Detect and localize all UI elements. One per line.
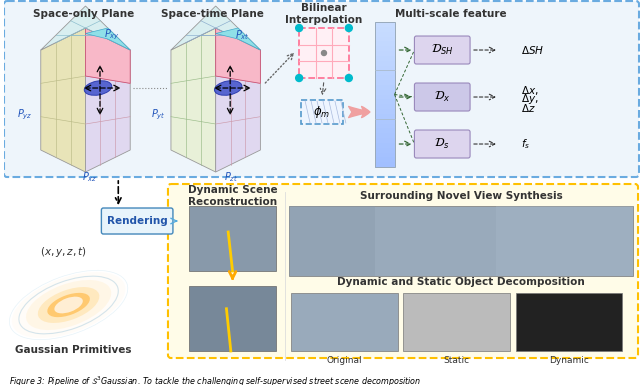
- Ellipse shape: [38, 287, 99, 323]
- Text: $\mathcal{D}_s$: $\mathcal{D}_s$: [435, 137, 450, 151]
- Bar: [374, 128, 394, 134]
- Text: Dynamic and Static Object Decomposition: Dynamic and Static Object Decomposition: [337, 277, 585, 287]
- Text: $P_{xt}$: $P_{xt}$: [235, 28, 250, 42]
- Text: $P_{xy}$: $P_{xy}$: [104, 27, 120, 42]
- Text: $\Delta y,$: $\Delta y,$: [521, 92, 538, 106]
- Ellipse shape: [47, 293, 90, 317]
- FancyBboxPatch shape: [415, 83, 470, 111]
- Bar: [374, 37, 394, 42]
- Polygon shape: [216, 28, 260, 172]
- Bar: [374, 94, 394, 100]
- Bar: [374, 46, 394, 52]
- Bar: [374, 157, 394, 163]
- Text: $\Delta z$: $\Delta z$: [521, 102, 536, 114]
- Text: $(x, y, z, t)$: $(x, y, z, t)$: [40, 245, 87, 259]
- Text: $\Delta x,$: $\Delta x,$: [521, 84, 538, 97]
- Bar: [374, 51, 394, 56]
- Circle shape: [346, 25, 352, 32]
- Circle shape: [296, 75, 303, 82]
- Text: $f_s$: $f_s$: [521, 137, 530, 151]
- Text: Space-only Plane: Space-only Plane: [33, 9, 134, 19]
- Bar: [374, 27, 394, 32]
- Text: Dynamic: Dynamic: [549, 355, 589, 365]
- Bar: [403, 293, 510, 351]
- Ellipse shape: [214, 81, 242, 95]
- Bar: [374, 119, 394, 124]
- Text: Space-time Plane: Space-time Plane: [161, 9, 264, 19]
- Bar: [374, 148, 394, 153]
- Text: $P_{yz}$: $P_{yz}$: [17, 108, 33, 122]
- Bar: [374, 22, 394, 167]
- Bar: [374, 124, 394, 129]
- Ellipse shape: [54, 297, 83, 313]
- Bar: [299, 28, 349, 78]
- Text: Multi-scale feature: Multi-scale feature: [396, 9, 507, 19]
- FancyBboxPatch shape: [101, 208, 173, 234]
- Bar: [374, 114, 394, 119]
- Bar: [289, 206, 633, 276]
- Bar: [374, 56, 394, 61]
- Bar: [374, 104, 394, 109]
- Bar: [374, 70, 394, 76]
- Circle shape: [296, 25, 303, 32]
- Bar: [516, 293, 622, 351]
- Ellipse shape: [12, 272, 125, 338]
- Text: Rendering: Rendering: [107, 216, 168, 226]
- Bar: [301, 100, 343, 124]
- Text: Figure 3: Pipeline of $\mathcal{S}^3$Gaussian. To tackle the challenging self-su: Figure 3: Pipeline of $\mathcal{S}^3$Gau…: [9, 375, 421, 385]
- Bar: [374, 152, 394, 158]
- Text: Bilinear
Interpolation: Bilinear Interpolation: [285, 3, 363, 25]
- Bar: [374, 61, 394, 66]
- Bar: [374, 109, 394, 114]
- Bar: [374, 143, 394, 148]
- Text: $\phi_m$: $\phi_m$: [314, 104, 331, 120]
- Polygon shape: [216, 28, 260, 83]
- Text: Gaussian Primitives: Gaussian Primitives: [15, 345, 132, 355]
- Polygon shape: [86, 28, 130, 172]
- Polygon shape: [216, 28, 260, 50]
- Text: Static: Static: [444, 355, 470, 365]
- Polygon shape: [86, 28, 130, 50]
- Circle shape: [321, 50, 326, 55]
- Text: $\Delta SH$: $\Delta SH$: [521, 44, 544, 56]
- Bar: [291, 293, 397, 351]
- Bar: [374, 133, 394, 139]
- Text: Dynamic Scene
Reconstruction: Dynamic Scene Reconstruction: [188, 185, 277, 207]
- Text: Original: Original: [326, 355, 362, 365]
- Bar: [374, 22, 394, 27]
- Bar: [374, 80, 394, 85]
- Text: $\mathcal{D}_{SH}$: $\mathcal{D}_{SH}$: [431, 43, 454, 57]
- Text: $\mathcal{D}_x$: $\mathcal{D}_x$: [434, 90, 451, 104]
- Bar: [189, 286, 276, 351]
- Text: $P_{xz}$: $P_{xz}$: [82, 170, 98, 184]
- Circle shape: [346, 75, 352, 82]
- Bar: [189, 206, 276, 271]
- Bar: [374, 162, 394, 167]
- Bar: [289, 206, 374, 276]
- FancyBboxPatch shape: [415, 130, 470, 158]
- Text: Surrounding Novel View Synthesis: Surrounding Novel View Synthesis: [360, 191, 563, 201]
- Bar: [374, 41, 394, 47]
- Polygon shape: [41, 28, 86, 172]
- Polygon shape: [41, 6, 130, 50]
- Bar: [495, 206, 633, 276]
- Ellipse shape: [84, 81, 112, 95]
- Bar: [374, 90, 394, 95]
- FancyBboxPatch shape: [168, 184, 638, 358]
- Polygon shape: [171, 6, 260, 50]
- Ellipse shape: [26, 280, 111, 330]
- Bar: [374, 32, 394, 37]
- Polygon shape: [86, 28, 130, 83]
- Bar: [374, 138, 394, 143]
- Bar: [374, 75, 394, 80]
- Bar: [374, 65, 394, 71]
- FancyBboxPatch shape: [415, 36, 470, 64]
- Text: $P_{yt}$: $P_{yt}$: [151, 108, 166, 122]
- Bar: [374, 85, 394, 90]
- Polygon shape: [171, 28, 216, 172]
- Bar: [374, 99, 394, 105]
- FancyBboxPatch shape: [4, 1, 639, 177]
- Text: $P_{zt}$: $P_{zt}$: [224, 170, 239, 184]
